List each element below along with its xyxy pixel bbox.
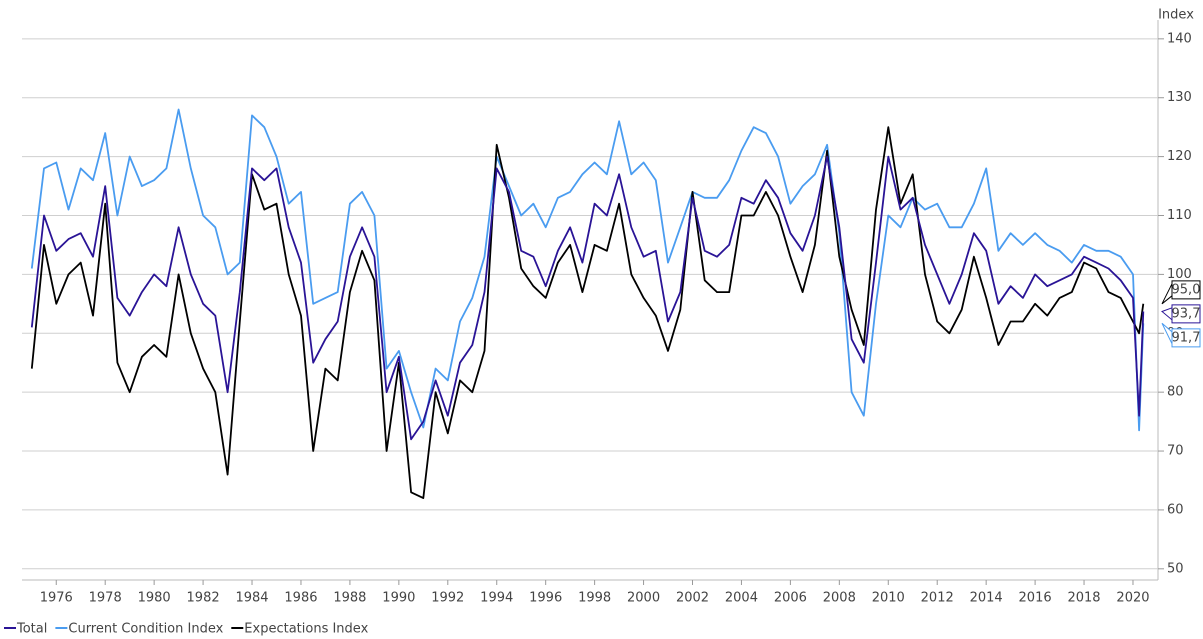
x-tick-label: 2012 (921, 591, 954, 606)
x-tick-label: 2006 (774, 591, 807, 606)
x-tick-label: 1976 (40, 591, 73, 606)
x-tick-label: 2002 (676, 591, 709, 606)
x-tick-label: 1986 (284, 591, 317, 606)
x-tick-label: 1990 (382, 591, 415, 606)
legend-label: Total (16, 622, 47, 637)
legend-label: Expectations Index (244, 622, 368, 637)
y-tick-label: 120 (1167, 149, 1192, 164)
y-tick-label: 70 (1167, 444, 1184, 459)
x-tick-label: 1984 (235, 591, 268, 606)
end-callout (1161, 304, 1201, 324)
x-tick-label: 1998 (578, 591, 611, 606)
end-callout (1161, 322, 1201, 348)
x-tick-label: 1994 (480, 591, 513, 606)
end-label: 93,7 (1172, 306, 1201, 321)
x-tick-label: 2018 (1067, 591, 1100, 606)
y-tick-label: 140 (1167, 31, 1192, 46)
legend-label: Current Condition Index (68, 622, 223, 637)
series-line (30, 108, 1145, 432)
x-tick-label: 1982 (187, 591, 220, 606)
y-tick-label: 50 (1167, 561, 1184, 576)
end-label: 95,0 (1172, 282, 1201, 297)
y-tick-label: 100 (1167, 267, 1192, 282)
y-tick-label: 60 (1167, 502, 1184, 517)
y-tick-label: 80 (1167, 385, 1184, 400)
x-tick-label: 2014 (970, 591, 1003, 606)
end-label: 91,7 (1172, 330, 1201, 345)
series-line (30, 126, 1145, 499)
y-tick-label: 110 (1167, 208, 1192, 223)
x-tick-label: 2008 (823, 591, 856, 606)
x-tick-label: 1978 (89, 591, 122, 606)
y-tick-label: 130 (1167, 90, 1192, 105)
x-tick-label: 2000 (627, 591, 660, 606)
x-tick-label: 2016 (1019, 591, 1052, 606)
x-tick-label: 1988 (333, 591, 366, 606)
x-tick-label: 2020 (1116, 591, 1149, 606)
x-tick-label: 2004 (725, 591, 758, 606)
x-tick-label: 1996 (529, 591, 562, 606)
x-tick-label: 1992 (431, 591, 464, 606)
end-callout (1161, 280, 1201, 305)
x-tick-label: 1980 (138, 591, 171, 606)
y-axis-label: Index (1158, 8, 1194, 23)
series-line (30, 155, 1145, 441)
x-tick-label: 2010 (872, 591, 905, 606)
